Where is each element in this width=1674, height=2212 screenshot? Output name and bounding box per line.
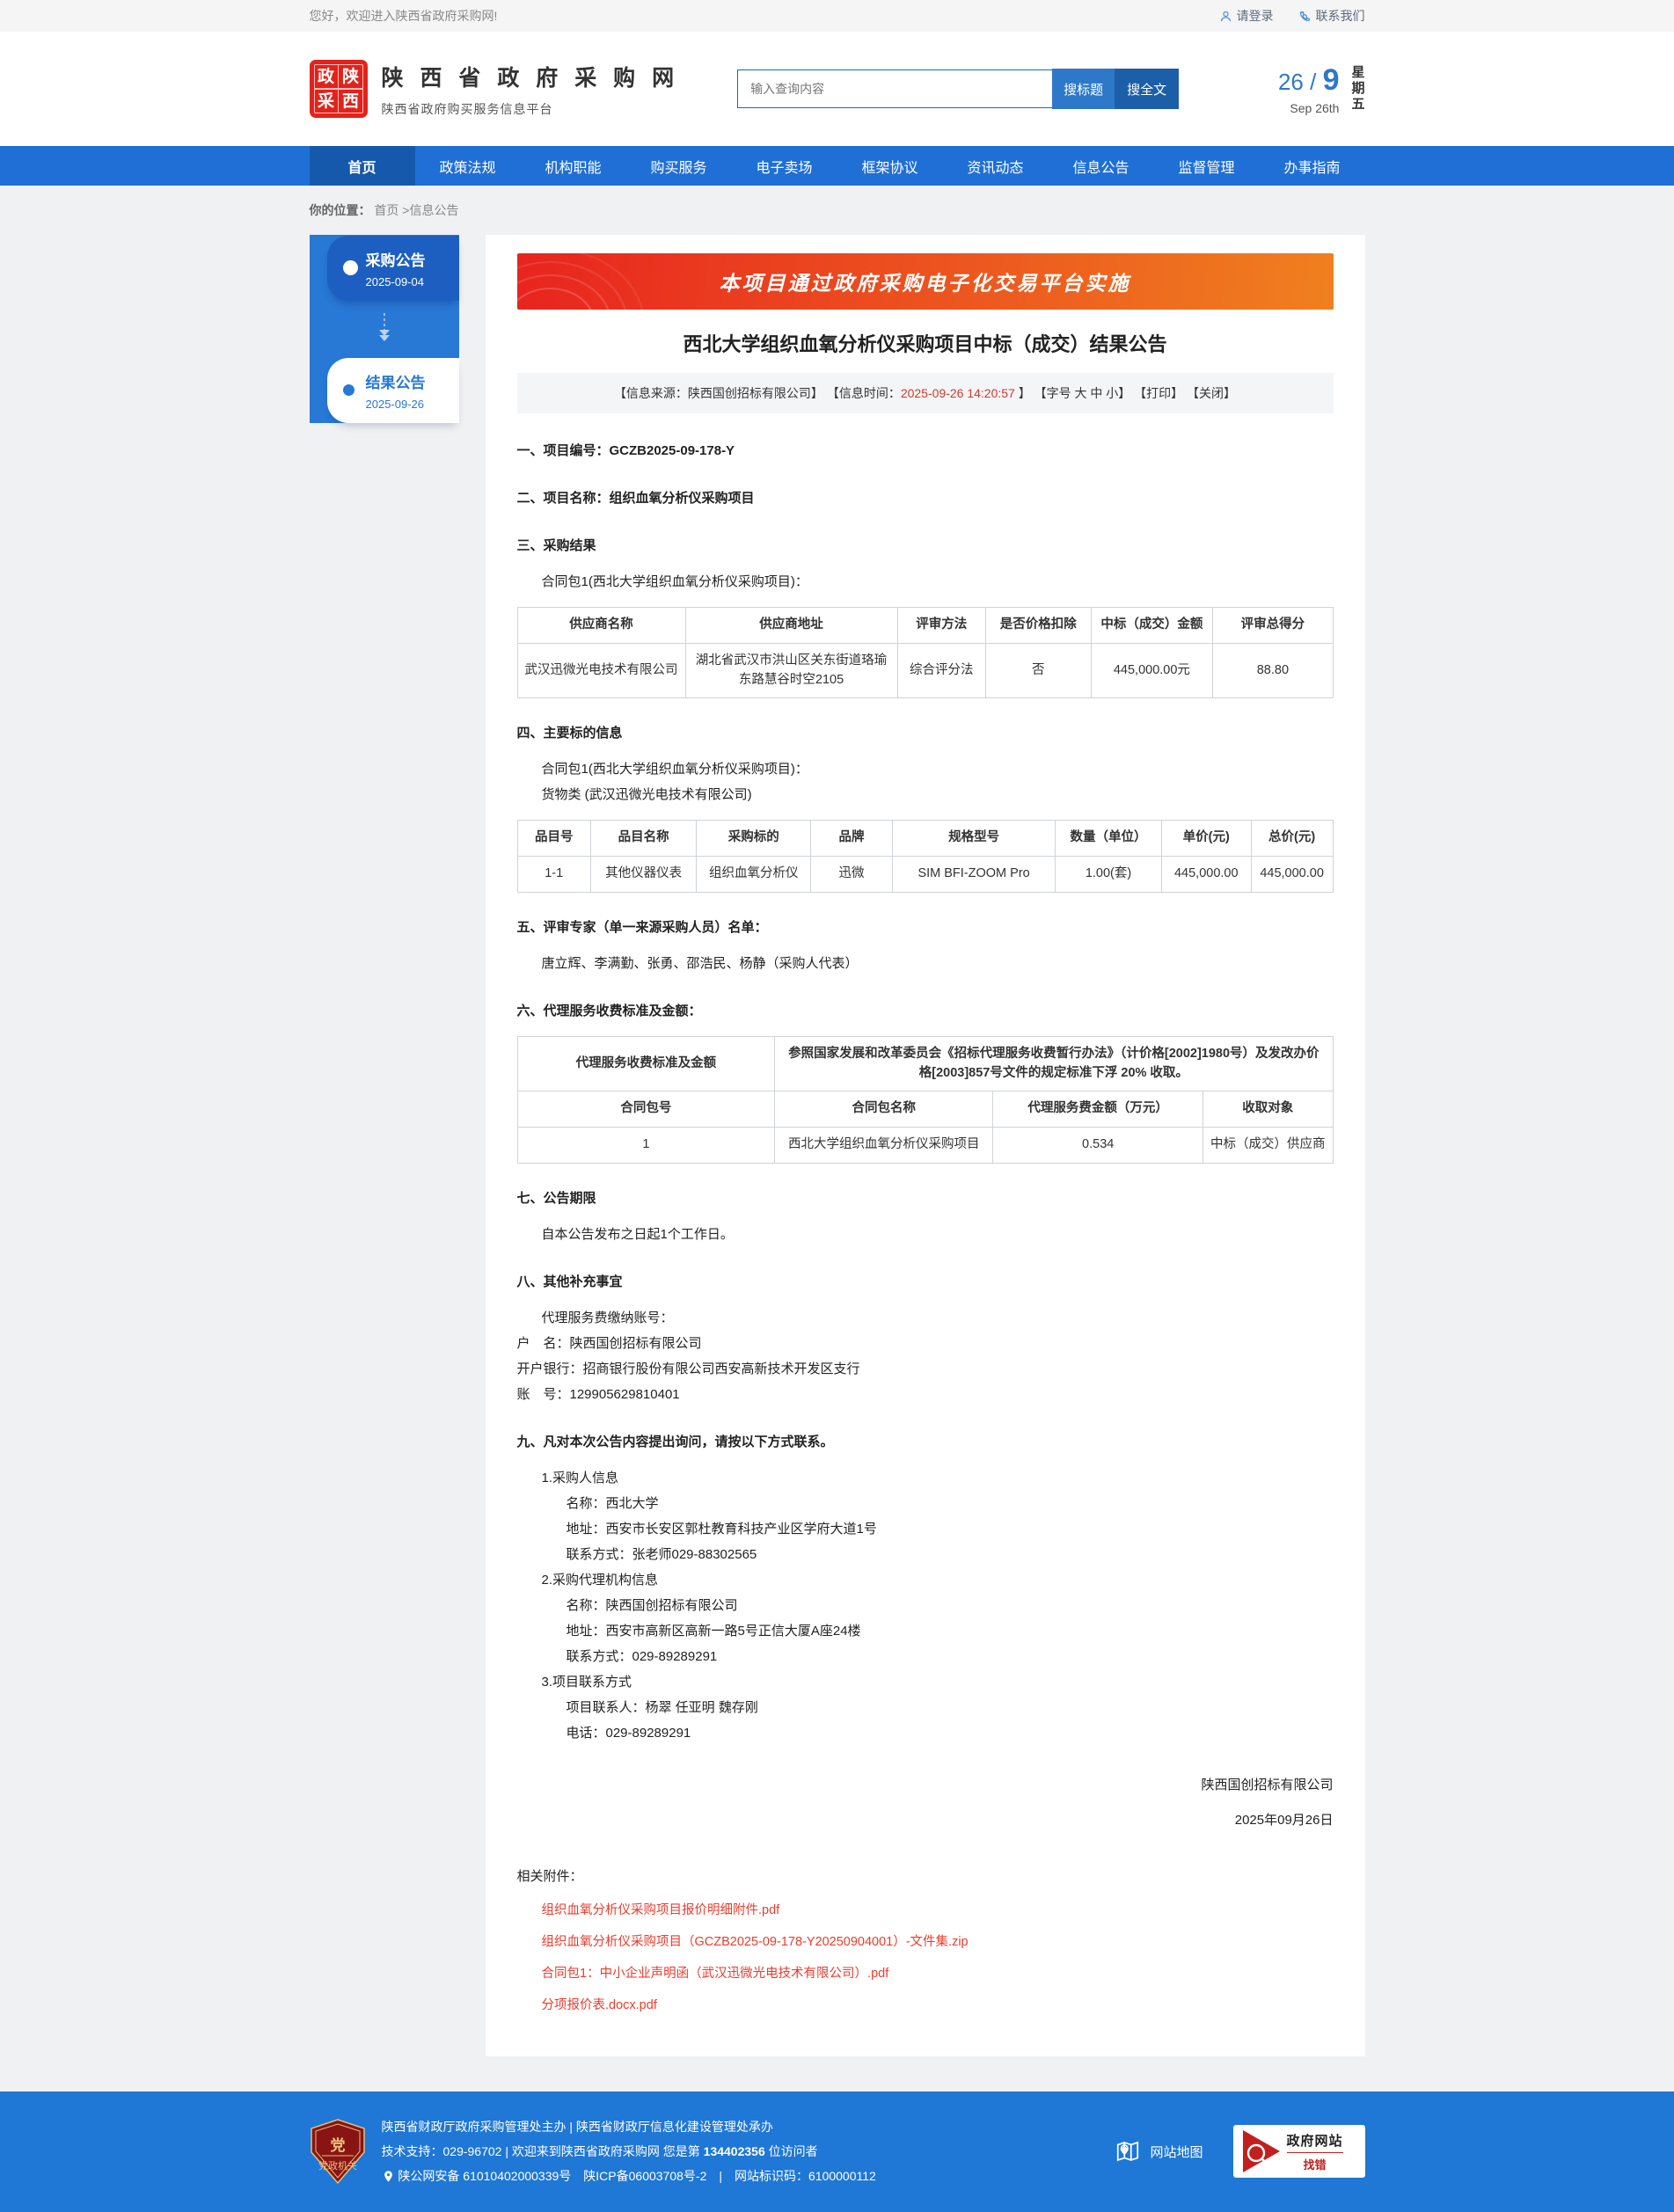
svg-text:党政机关: 党政机关	[318, 2159, 357, 2172]
svg-text:党: 党	[330, 2136, 345, 2154]
